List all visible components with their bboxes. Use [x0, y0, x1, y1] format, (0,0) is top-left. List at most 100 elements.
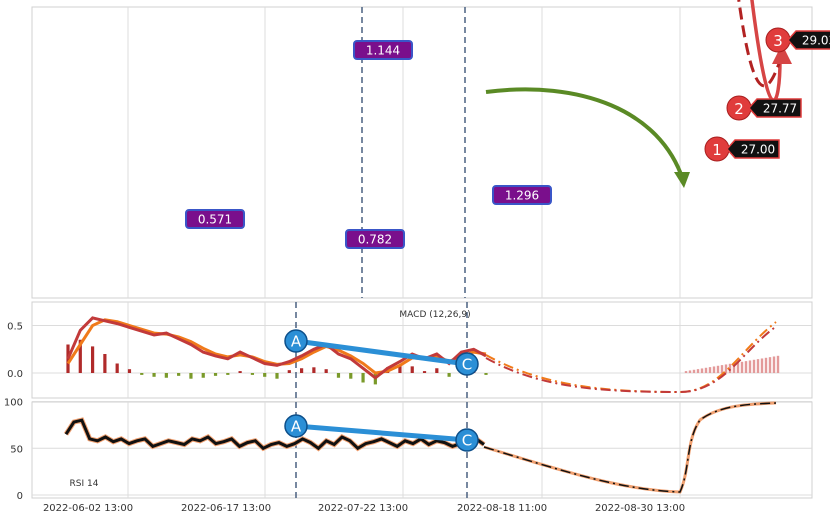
ratio-xb-label-box: [185, 209, 245, 229]
macd-forecast-bar: [712, 366, 716, 373]
macd-forecast-bar: [692, 369, 696, 373]
macd-histogram-bar: [140, 373, 144, 375]
macd-forecast-bar: [732, 363, 736, 373]
target-2-value: 27.77: [763, 102, 797, 116]
macd-histogram-bar: [422, 371, 427, 373]
rsi-divergence-a-circle: [284, 414, 308, 438]
macd-panel-frame: [31, 301, 813, 399]
macd-forecast-bar: [728, 363, 732, 373]
macd-forecast-bar: [716, 365, 720, 373]
macd-histogram-bar: [78, 339, 82, 373]
macd-histogram-bar: [336, 373, 341, 378]
target-1-value-box: [725, 139, 780, 159]
macd-forecast-bar: [744, 361, 748, 373]
macd-forecast-bar: [776, 355, 780, 373]
macd-histogram-bar: [410, 366, 414, 373]
target-dashed-path: [737, 0, 784, 88]
ratio-ac-label: 1.144: [366, 44, 400, 58]
macd-forecast-bar: [740, 361, 744, 373]
macd-y-tick-label: 0.5: [7, 322, 23, 333]
macd-divergence-line: [295, 338, 468, 367]
projection-arrow-head: [674, 172, 690, 188]
macd-histogram-bar: [127, 369, 132, 373]
macd-histogram-bar: [324, 369, 328, 373]
macd-histogram-bar: [103, 354, 107, 373]
target-2-value-box: [747, 98, 802, 118]
macd-histogram-bar: [177, 373, 181, 376]
ratio-ac-label-box: [353, 40, 413, 60]
macd-forecast-bar: [768, 357, 772, 373]
macd-histogram-bar: [90, 346, 95, 373]
macd-title: MACD (12,26,9): [399, 310, 470, 320]
target-arrow-head: [772, 44, 792, 64]
macd-forecast-bar: [688, 370, 692, 373]
ratio-bd-label-box: [492, 185, 552, 205]
rsi-divergence-c-label: C: [462, 432, 472, 450]
macd-histogram-bar: [213, 373, 218, 376]
target-2-number: 2: [734, 100, 744, 118]
macd-forecast-signal: [485, 321, 777, 394]
macd-forecast-bar: [720, 365, 724, 373]
macd-forecast-bar: [748, 360, 752, 373]
macd-forecast-bar: [760, 358, 764, 373]
macd-divergence-c-label: C: [462, 356, 472, 374]
macd-histogram-bar: [164, 373, 168, 378]
macd-forecast-bar: [724, 364, 728, 373]
macd-forecast-bar: [764, 357, 768, 373]
rsi-y-tick-label: 50: [10, 444, 23, 455]
macd-histogram-bar: [361, 373, 365, 383]
macd-histogram-bar: [484, 373, 488, 375]
x-tick-label: 2022-07-22 13:00: [318, 503, 408, 514]
macd-histogram-bar: [152, 373, 156, 377]
macd-forecast-bar: [736, 362, 740, 373]
macd-y-tick-label: 0.0: [7, 369, 23, 380]
macd-forecast-bar: [752, 359, 756, 373]
macd-histogram-bar: [435, 368, 439, 373]
macd-histogram-bar: [201, 373, 205, 378]
macd-histogram-bar: [189, 373, 193, 379]
macd-forecast-bar: [772, 356, 776, 373]
rsi-panel-frame: [31, 401, 813, 499]
target-1-number: 1: [712, 141, 722, 159]
ratio-bd-label: 1.296: [505, 189, 539, 203]
price-panel-frame: [31, 6, 813, 299]
macd-histogram-bar: [263, 373, 267, 377]
x-tick-label: 2022-08-18 11:00: [457, 503, 547, 514]
macd-histogram-bar: [312, 367, 316, 373]
rsi-forecast-line: [483, 402, 777, 493]
rsi-divergence-a-label: A: [291, 418, 302, 436]
target-3-number: 3: [773, 32, 783, 50]
macd-forecast-bar: [696, 369, 700, 373]
macd-histogram-bar: [115, 363, 119, 373]
macd-histogram-bar: [447, 373, 451, 377]
rsi-line: [64, 418, 485, 451]
target-1-value: 27.00: [741, 143, 775, 157]
rsi-y-tick-label: 100: [4, 398, 23, 409]
macd-forecast-bar: [700, 368, 704, 373]
target-3-value: 29.03: [802, 34, 830, 48]
macd-forecast-macd: [485, 327, 775, 394]
target-3-value-box: [786, 30, 830, 50]
ratio-xd-label: 0.782: [358, 233, 392, 247]
macd-divergence-c-circle: [455, 352, 479, 376]
macd-histogram-bar: [226, 373, 230, 375]
rsi-divergence-line: [295, 423, 468, 443]
ratio-xd-label-box: [345, 229, 405, 249]
macd-histogram-bar: [299, 368, 304, 373]
ratio-xb-label: 0.571: [198, 213, 232, 227]
macd-histogram-bar: [250, 373, 255, 375]
macd-histogram-bar: [287, 370, 291, 373]
macd-forecast-bar: [684, 371, 688, 373]
macd-forecast-bar: [756, 359, 760, 373]
macd-divergence-a-label: A: [291, 333, 302, 351]
target-arrow-curve: [750, 0, 782, 103]
x-tick-label: 2022-08-30 13:00: [595, 503, 685, 514]
macd-histogram-bar: [238, 371, 242, 373]
macd-divergence-a-circle: [284, 329, 308, 353]
projection-arrow-curve: [485, 87, 685, 181]
x-tick-label: 2022-06-02 13:00: [43, 503, 133, 514]
macd-forecast-bar: [708, 367, 712, 373]
macd-histogram-bar: [275, 373, 279, 379]
